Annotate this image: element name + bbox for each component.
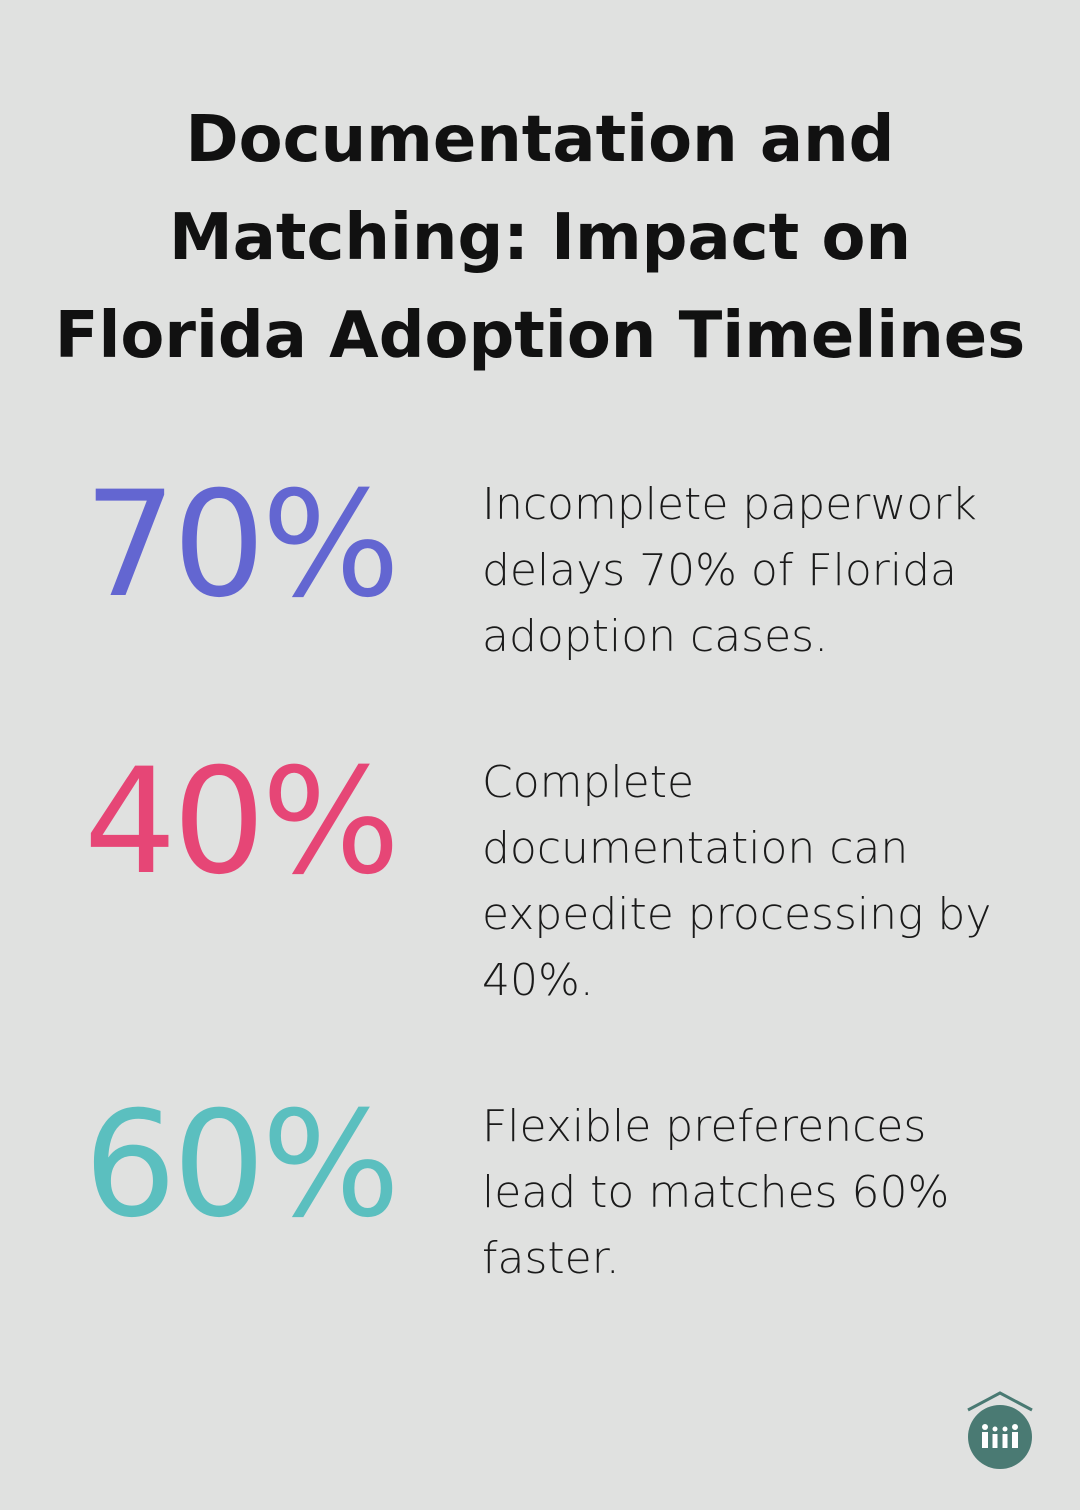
stat-description: Incomplete paperwork delays 70% of Flori… <box>482 479 977 662</box>
title-line: Florida Adoption Timelines <box>54 299 1026 373</box>
logo <box>967 1391 1033 1469</box>
title: Documentation and Matching: Impact on Flor… <box>0 91 1080 385</box>
logo-circle <box>968 1405 1032 1469</box>
stat-description: Flexible preferences lead to matches 60%… <box>482 1101 950 1284</box>
title-line: Matching: Impact on <box>169 201 911 275</box>
logo-figures <box>982 1424 1018 1448</box>
stat-value: 70% <box>83 460 401 630</box>
stat-value: 60% <box>83 1080 401 1250</box>
stat-value: 40% <box>83 737 401 907</box>
title-line: Documentation and <box>185 103 895 177</box>
logo-roof <box>967 1391 1033 1412</box>
stat-description: Complete documentation can expedite proc… <box>482 757 992 1006</box>
